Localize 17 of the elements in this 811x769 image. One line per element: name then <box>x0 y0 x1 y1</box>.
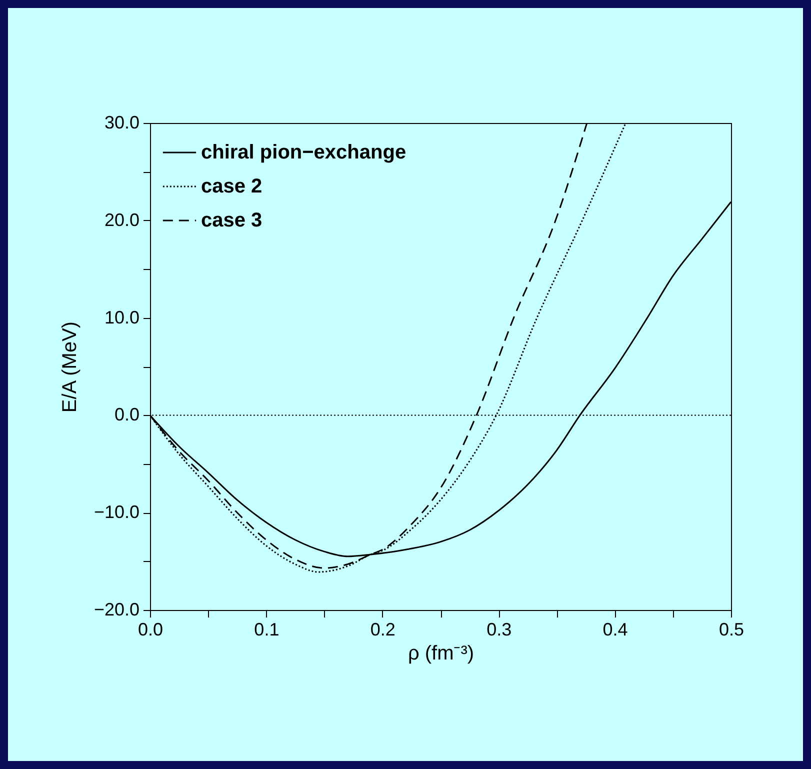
x-axis-title: ρ (fm⁻³) <box>408 642 474 664</box>
x-tick-label: 0.5 <box>718 620 744 640</box>
x-tick-label: 0.3 <box>486 620 512 640</box>
legend-label: case 2 <box>201 176 262 198</box>
legend-label: case 3 <box>201 210 262 232</box>
y-tick-label: 30.0 <box>104 112 140 132</box>
y-tick-label: −20.0 <box>94 600 140 620</box>
y-tick-label: 0.0 <box>114 404 140 425</box>
y-axis-title: E/A (MeV) <box>58 321 81 413</box>
x-tick-label: 0.4 <box>602 620 628 640</box>
legend-label: chiral pion−exchange <box>201 142 406 164</box>
y-tick-label: −10.0 <box>94 502 140 522</box>
y-tick-label: 10.0 <box>104 307 140 328</box>
x-tick-label: 0.2 <box>370 620 396 640</box>
x-tick-label: 0.1 <box>254 620 280 640</box>
y-tick-label: 20.0 <box>104 210 140 230</box>
x-tick-label: 0.0 <box>138 620 164 640</box>
